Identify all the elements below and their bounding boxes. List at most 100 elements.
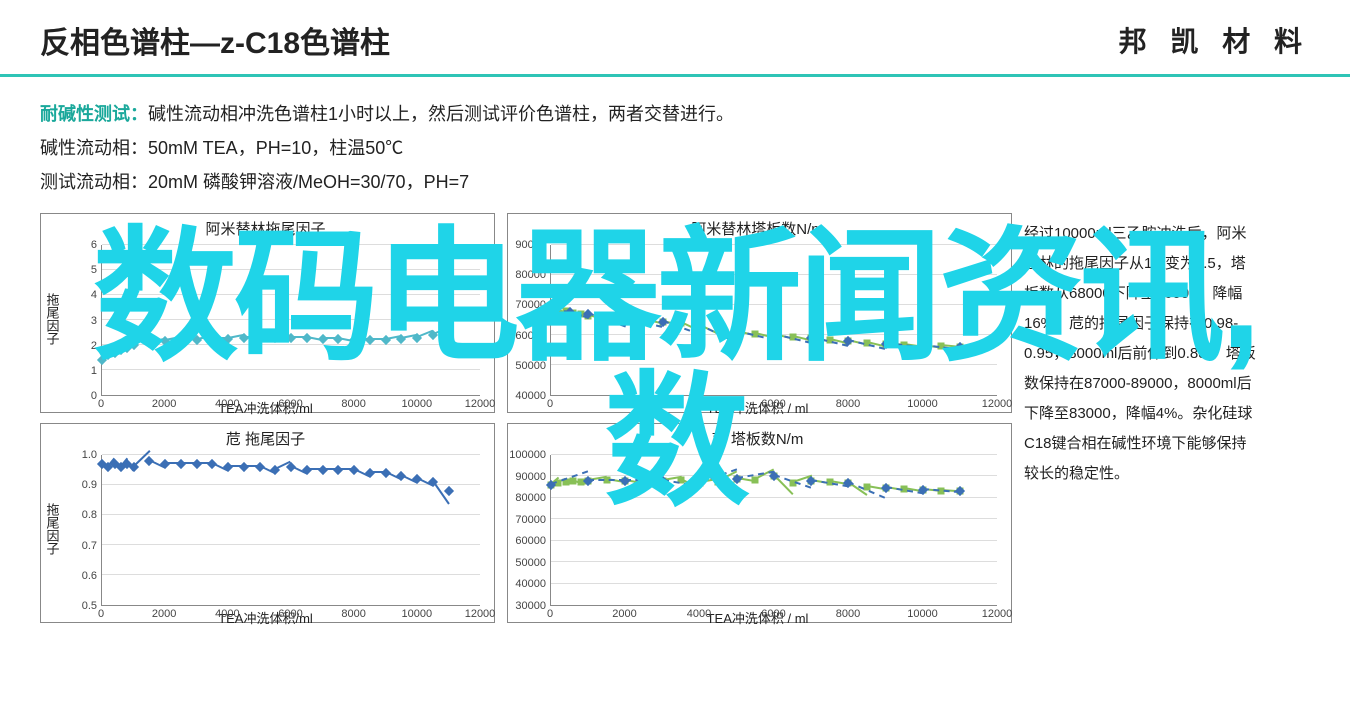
y-tick: 5: [91, 264, 97, 276]
y-tick: 100000: [509, 449, 546, 461]
plot-area: [550, 245, 997, 396]
charts-col-left: 阿米替林拖尾因子拖尾因子 0 1 2 3 4 5 6 0 2000 4000 6000 8000 1000…: [40, 213, 495, 623]
y-tick: 70000: [515, 514, 546, 526]
x-tick: 6000: [278, 398, 302, 410]
data-point: [270, 333, 280, 343]
chart-acenaphthene-plates: 苊 塔板数N/m30000400005000060000700008000090…: [507, 423, 1012, 623]
y-tick: 2: [91, 340, 97, 352]
x-tick: 0: [98, 608, 104, 620]
desc-label: 耐碱性测试：: [40, 104, 148, 124]
charts-col-right: 阿米替林塔板数N/m400005000060000700008000090000…: [507, 213, 1012, 623]
y-tick: 0.6: [82, 570, 97, 582]
chart-title: 阿米替林拖尾因子: [43, 218, 488, 239]
y-tick: 0.9: [82, 479, 97, 491]
y-tick: 90000: [515, 471, 546, 483]
data-point: [365, 335, 375, 345]
data-point: [192, 459, 202, 469]
y-tick: 0.5: [82, 600, 97, 612]
data-point: [318, 465, 328, 475]
chart-amitriptyline-plates: 阿米替林塔板数N/m400005000060000700008000090000…: [507, 213, 1012, 413]
data-point: [620, 476, 630, 486]
y-tick: 1: [91, 365, 97, 377]
x-tick: 10000: [402, 608, 433, 620]
x-tick: 10000: [907, 608, 938, 620]
y-tick: 90000: [515, 239, 546, 251]
x-tick: 8000: [341, 608, 365, 620]
header: 反相色谱柱—z-C18色谱柱 邦 凯 材 料: [0, 0, 1350, 77]
data-point: [444, 486, 454, 496]
x-tick: 12000: [982, 398, 1013, 410]
y-tick: 0.7: [82, 540, 97, 552]
x-tick: 6000: [278, 608, 302, 620]
y-tick: 4: [91, 289, 97, 301]
y-tick: 80000: [515, 492, 546, 504]
y-tick: 0: [91, 390, 97, 402]
body-content: 耐碱性测试：碱性流动相冲洗色谱柱1小时以上，然后测试评价色谱柱，两者交替进行。 …: [0, 77, 1350, 623]
data-point: [176, 459, 186, 469]
data-point: [207, 334, 217, 344]
y-tick: 60000: [515, 535, 546, 547]
data-point: [318, 334, 328, 344]
data-series: [102, 455, 480, 605]
y-tick: 0.8: [82, 509, 97, 521]
y-tick: 40000: [515, 390, 546, 402]
y-tick: 6: [91, 239, 97, 251]
x-tick: 2000: [612, 608, 636, 620]
x-tick: 6000: [761, 398, 785, 410]
x-tick: 8000: [341, 398, 365, 410]
data-point: [349, 335, 359, 345]
y-tick: 1.0: [82, 449, 97, 461]
y-tick: 80000: [515, 269, 546, 281]
brand-logo-text: 邦 凯 材 料: [1119, 20, 1310, 60]
data-point: [255, 333, 265, 343]
charts-row: 阿米替林拖尾因子拖尾因子 0 1 2 3 4 5 6 0 2000 4000 6000 8000 1000…: [40, 213, 1310, 623]
x-tick: 4000: [687, 398, 711, 410]
data-point: [286, 333, 296, 343]
x-tick: 0: [98, 398, 104, 410]
data-point: [583, 476, 593, 486]
x-tick: 2000: [152, 608, 176, 620]
chart-title: 苊 拖尾因子: [43, 428, 488, 449]
analysis-text: 经过10000ml三乙胺冲洗后，阿米替林的拖尾因子从1.4变为2.5，塔板数从6…: [1024, 213, 1259, 623]
x-tick: 4000: [687, 608, 711, 620]
x-tick: 10000: [402, 398, 433, 410]
x-tick: 0: [547, 398, 553, 410]
x-tick: 2000: [612, 398, 636, 410]
x-tick: 0: [547, 608, 553, 620]
desc-line-3: 测试流动相：20mM 磷酸钾溶液/MeOH=30/70，PH=7: [40, 165, 1310, 199]
data-series: [551, 455, 997, 605]
x-tick: 12000: [465, 398, 496, 410]
x-tick: 2000: [152, 398, 176, 410]
x-tick: 4000: [215, 398, 239, 410]
y-tick: 50000: [515, 360, 546, 372]
x-tick: 10000: [907, 398, 938, 410]
y-tick: 3: [91, 315, 97, 327]
y-tick: 30000: [515, 600, 546, 612]
y-tick: 50000: [515, 557, 546, 569]
x-tick: 8000: [836, 398, 860, 410]
plot-area: [101, 455, 480, 606]
plot-area: [101, 245, 480, 396]
page-title: 反相色谱柱—z-C18色谱柱: [40, 18, 390, 62]
data-series: [551, 245, 997, 395]
data-series: [102, 245, 480, 395]
data-point: [955, 486, 965, 496]
desc-line-1: 耐碱性测试：碱性流动相冲洗色谱柱1小时以上，然后测试评价色谱柱，两者交替进行。: [40, 97, 1310, 131]
data-point: [239, 462, 249, 472]
y-tick: 70000: [515, 299, 546, 311]
desc-text-1: 碱性流动相冲洗色谱柱1小时以上，然后测试评价色谱柱，两者交替进行。: [148, 104, 734, 124]
chart-acenaphthene-tailing: 苊 拖尾因子拖尾因子0.50.60.70.80.91.0020004000600…: [40, 423, 495, 623]
x-tick: 12000: [465, 608, 496, 620]
data-point: [333, 465, 343, 475]
y-tick: 40000: [515, 578, 546, 590]
y-tick: 60000: [515, 330, 546, 342]
x-tick: 6000: [761, 608, 785, 620]
x-tick: 4000: [215, 608, 239, 620]
y-axis-label: 拖尾因子: [43, 241, 61, 396]
chart-title: 阿米替林塔板数N/m: [510, 218, 1005, 239]
x-tick: 8000: [836, 608, 860, 620]
x-tick: 12000: [982, 608, 1013, 620]
data-point: [955, 342, 965, 352]
chart-title: 苊 塔板数N/m: [510, 428, 1005, 449]
plot-area: [550, 455, 997, 606]
